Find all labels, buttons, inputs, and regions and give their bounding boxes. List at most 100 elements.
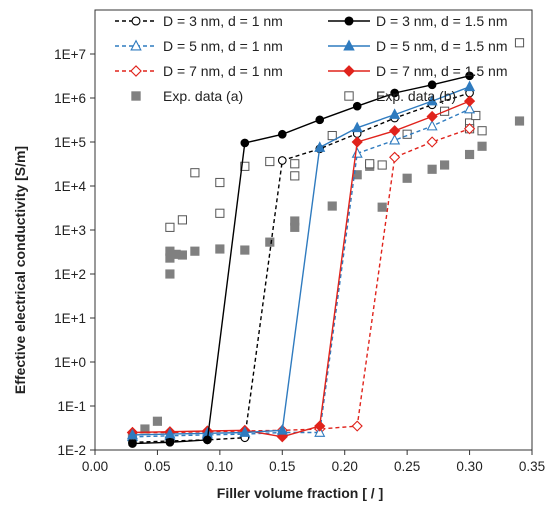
diamond-marker [389,151,401,163]
x-tick-label: 0.35 [519,459,545,474]
diamond-marker [463,95,476,107]
y-tick-label: 1E+5 [54,135,86,150]
legend-entry: D = 7 nm, d = 1.5 nm [328,63,508,79]
triangle-marker [314,426,326,437]
triangle-marker [164,427,176,439]
y-tick-label: 1E-1 [57,399,86,414]
square-marker [290,159,300,169]
triangle-marker [239,426,251,437]
square-marker [477,141,487,151]
axes: 0.00 0.05 0.10 0.15 0.20 0.25 0.30 0.35 1E-2 1E-1… [54,9,545,474]
circle-marker [131,16,141,26]
legend-entry: D = 3 nm, d = 1 nm [115,13,283,29]
square-marker [327,130,337,141]
y-tick-label: 1E+6 [54,91,86,106]
x-tick-label: 0.25 [394,459,420,474]
y-tick-label: 1E+0 [54,355,86,370]
legend-label: D = 3 nm, d = 1 nm [163,13,283,29]
triangle-marker [276,424,288,435]
series-5 [126,95,476,443]
y-tick-label: 1E+7 [54,47,86,62]
legend-label: D = 7 nm, d = 1.5 nm [376,63,508,79]
square-marker [440,160,450,170]
circle-marker [352,101,362,111]
circle-marker [203,435,212,445]
triangle-marker [314,141,326,152]
y-tick-label: 1E+2 [54,267,86,282]
legend-label: D = 5 nm, d = 1 nm [163,38,283,54]
diamond-marker [343,65,355,77]
triangle-marker [130,39,142,51]
series-line [132,128,470,434]
square-marker [514,116,525,126]
square-marker [177,250,187,260]
circle-marker [240,138,250,148]
square-marker [177,215,187,225]
legend-entry: D = 7 nm, d = 1 nm [115,63,283,79]
diamond-marker [314,420,326,432]
diamond-marker [426,136,438,148]
square-marker [215,177,225,188]
series-6 [127,116,525,442]
x-tick-label: 0.15 [269,459,295,474]
square-marker [471,110,481,121]
square-marker [140,424,150,434]
triangle-marker [389,108,401,119]
series-layer [126,38,525,448]
diamond-marker [389,125,401,137]
legend-label: D = 7 nm, d = 1 nm [163,63,283,79]
legend-entry: Exp. data (a) [131,88,243,104]
y-tick-label: 1E+1 [54,311,86,326]
triangle-marker [464,102,476,114]
square-marker [290,171,300,181]
square-marker [464,149,475,160]
square-marker [265,156,275,167]
square-marker [427,164,437,174]
square-marker [514,38,525,48]
series-7 [165,38,525,232]
square-marker [131,91,141,101]
square-marker [240,245,250,255]
series-line [132,108,470,438]
series-line [132,100,470,438]
square-marker [265,237,275,247]
circle-marker [390,88,399,98]
circle-marker [427,80,437,90]
series-0 [128,88,474,447]
x-tick-label: 0.05 [144,459,170,474]
diamond-marker [130,65,142,77]
circle-marker [465,71,474,81]
square-marker [215,208,225,218]
triangle-marker [426,119,438,131]
triangle-marker [389,133,401,145]
series-1 [128,71,474,448]
diamond-marker [351,420,363,432]
square-marker [327,201,337,211]
square-marker [152,416,163,426]
square-marker [377,202,387,212]
square-marker [165,269,175,279]
x-tick-label: 0.10 [207,459,233,474]
series-line [132,75,470,445]
square-marker [344,91,354,101]
circle-marker [344,16,354,26]
square-marker [477,126,487,136]
square-marker [290,216,300,226]
square-marker [377,160,387,170]
legend-entry: Exp. data (b) [344,88,456,104]
y-tick-label: 1E-2 [57,443,86,458]
legend-entry: D = 5 nm, d = 1.5 nm [328,38,508,54]
y-tick-label: 1E+3 [54,223,86,238]
triangle-marker [126,428,138,440]
diamond-marker [426,110,438,123]
square-marker [365,159,375,169]
circle-marker [315,115,325,125]
circle-marker [128,439,137,448]
x-tick-label: 0.30 [456,459,482,474]
x-axis-title: Filler volume fraction [ / ] [217,485,383,501]
square-marker [190,168,200,178]
x-tick-label: 0.20 [332,459,358,474]
square-marker [190,246,200,256]
legend-label: Exp. data (b) [376,88,456,104]
